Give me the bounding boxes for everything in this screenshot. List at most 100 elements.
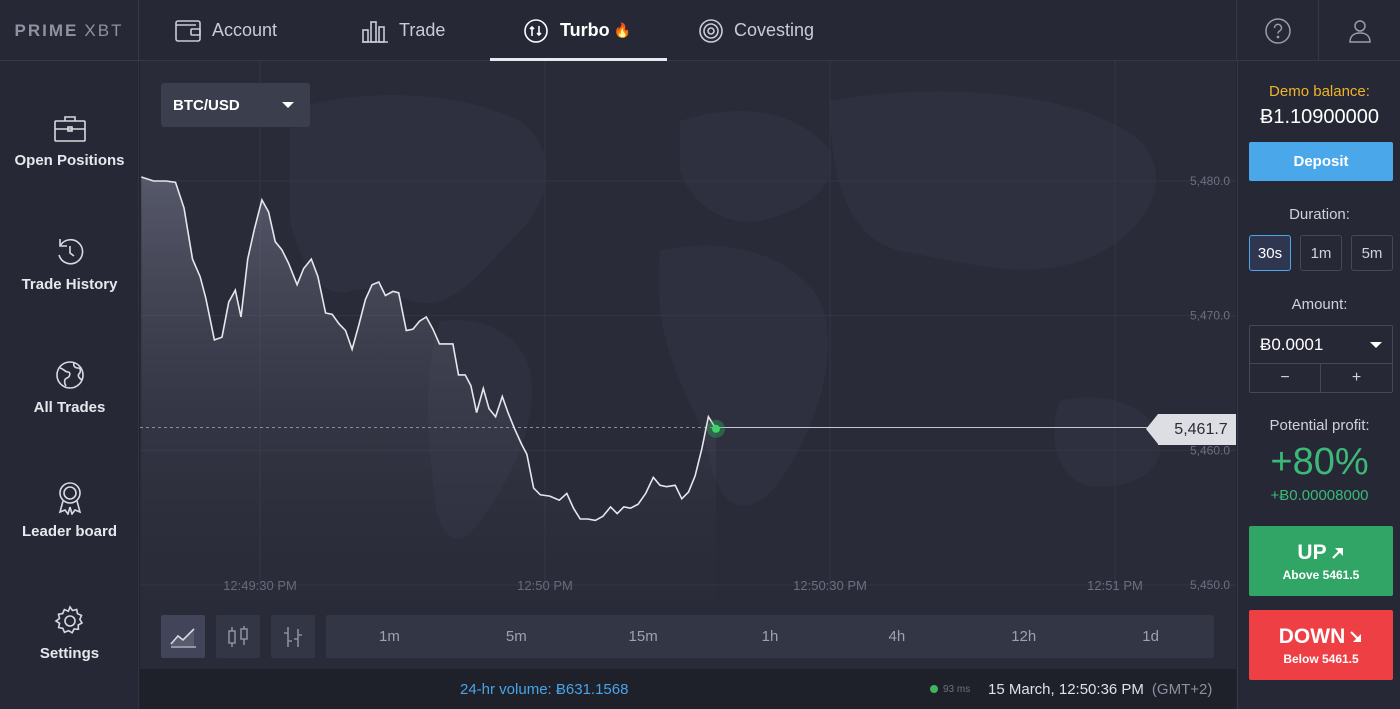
history-icon: [57, 238, 83, 264]
profile-button[interactable]: [1318, 0, 1400, 61]
logo[interactable]: PRIME XBT: [0, 0, 139, 61]
y-tick-label: 5,470.0: [1190, 309, 1230, 323]
sidebar-item-open-positions[interactable]: Open Positions: [0, 86, 139, 196]
timeframe-1h[interactable]: 1h: [761, 628, 779, 645]
status-bar: 24-hr volume: Ƀ631.1568 93 ms 15 March, …: [140, 669, 1236, 709]
sidebar-item-settings[interactable]: Settings: [0, 578, 139, 688]
demo-balance-value: Ƀ1.10900000: [1259, 106, 1379, 128]
arrow-down-right-icon: [1350, 630, 1362, 642]
amount-control: Ƀ0.0001 − +: [1249, 325, 1393, 393]
award-icon: [58, 481, 81, 515]
timezone-label: (GMT+2): [1151, 680, 1213, 698]
briefcase-icon: [53, 115, 86, 142]
tab-trade-label: Trade: [399, 20, 446, 40]
world-map-background: [290, 91, 1161, 539]
ohlc-bar-icon: [284, 626, 302, 647]
globe-icon: [55, 360, 84, 389]
covesting-icon: [699, 18, 723, 43]
amount-select[interactable]: Ƀ0.0001: [1250, 326, 1392, 364]
potential-profit-percent: +80%: [1270, 441, 1369, 483]
sidebar: Open Positions Trade History All Trades …: [0, 61, 139, 709]
sidebar-item-leader-board[interactable]: Leader board: [0, 455, 139, 565]
datetime-label: 15 March, 12:50:36 PM: [988, 680, 1144, 698]
turbo-icon: [524, 18, 548, 43]
up-button[interactable]: UP Above 5461.5: [1249, 526, 1393, 596]
potential-profit-value: +Ƀ0.00008000: [1270, 487, 1369, 504]
chevron-down-icon: [1370, 342, 1382, 348]
chart-type-candle-button[interactable]: [216, 615, 260, 658]
bar-chart-icon: [362, 20, 388, 43]
logo-prime: PRIME: [14, 20, 79, 40]
demo-balance-label: Demo balance:: [1269, 83, 1370, 100]
trade-panel: Demo balance: Ƀ1.10900000 Deposit Durati…: [1237, 61, 1400, 709]
deposit-button[interactable]: Deposit: [1249, 142, 1393, 181]
amount-decrease-button[interactable]: −: [1250, 364, 1321, 392]
y-tick-label: 5,450.0: [1190, 578, 1230, 592]
down-button[interactable]: DOWN Below 5461.5: [1249, 610, 1393, 680]
timeframe-1d[interactable]: 1d: [1142, 628, 1159, 645]
duration-5m-button[interactable]: 5m: [1351, 235, 1393, 271]
timeframe-15m[interactable]: 15m: [628, 628, 658, 645]
fire-icon: 🔥: [613, 22, 632, 38]
timeframe-1m[interactable]: 1m: [379, 628, 400, 645]
chart-type-ohlc-button[interactable]: [271, 615, 315, 658]
duration-30s-button[interactable]: 30s: [1249, 235, 1291, 271]
y-tick-label: 5,460.0: [1190, 443, 1230, 457]
x-tick-label: 12:50:30 PM: [793, 578, 867, 593]
down-threshold: Below 5461.5: [1283, 651, 1359, 666]
connection-status: 93 ms: [930, 669, 970, 709]
volume-label: 24-hr volume: Ƀ631.1568: [460, 680, 629, 698]
wallet-icon: [175, 19, 201, 42]
amount-increase-button[interactable]: +: [1351, 369, 1362, 386]
y-tick-label: 5,480.0: [1190, 174, 1230, 188]
amount-value: Ƀ0.0001: [1260, 334, 1324, 354]
status-dot-icon: [930, 685, 938, 693]
timeframe-4h[interactable]: 4h: [888, 628, 906, 645]
price-chart[interactable]: 5,480.05,470.05,460.05,450.0 12:49:30 PM…: [140, 61, 1236, 615]
timeframe-bar: 1m 5m 15m 1h 4h 12h 1d: [326, 615, 1214, 658]
duration-1m-button[interactable]: 1m: [1300, 235, 1342, 271]
y-axis: 5,480.0 5,470.0 5,460.0 5,450.0: [1190, 174, 1230, 592]
tab-turbo[interactable]: Turbo 🔥: [522, 0, 631, 61]
pair-selector[interactable]: BTC/USD: [161, 83, 310, 127]
logo-xbt: XBT: [84, 20, 124, 40]
top-nav: PRIME XBT Account Trade Turbo 🔥 Covestin…: [0, 0, 1400, 61]
tab-covesting[interactable]: Covesting: [698, 0, 814, 61]
sidebar-item-all-trades[interactable]: All Trades: [0, 332, 139, 442]
sidebar-label-all-trades: All Trades: [33, 398, 106, 416]
tab-trade[interactable]: Trade: [361, 0, 445, 61]
user-icon: [1348, 19, 1371, 43]
up-threshold: Above 5461.5: [1282, 567, 1360, 582]
chart-type-line-button[interactable]: [161, 615, 205, 658]
current-price-tag: 5,461.7: [1146, 414, 1236, 445]
arrow-up-right-icon: [1331, 547, 1343, 559]
help-icon: [1264, 17, 1291, 44]
tab-account[interactable]: Account: [174, 0, 277, 61]
pair-label: BTC/USD: [173, 96, 240, 114]
up-label: UP: [1297, 540, 1327, 564]
chart-area[interactable]: 5,480.05,470.05,460.05,450.0 12:49:30 PM…: [140, 61, 1236, 669]
sidebar-label-settings: Settings: [39, 644, 100, 662]
line-chart-icon: [170, 627, 196, 647]
current-point: [712, 424, 720, 433]
duration-label: Duration:: [1289, 206, 1350, 223]
tab-turbo-label: Turbo: [560, 20, 610, 40]
price-line: [141, 176, 717, 522]
potential-profit-label: Potential profit:: [1269, 417, 1370, 434]
price-area-fill: [141, 177, 717, 615]
tab-account-label: Account: [212, 20, 278, 40]
active-tab-indicator: [490, 58, 667, 61]
candlestick-icon: [228, 625, 248, 647]
sidebar-label-trade-history: Trade History: [21, 275, 118, 293]
timeframe-5m[interactable]: 5m: [505, 628, 527, 645]
help-button[interactable]: [1236, 0, 1318, 61]
timeframe-12h[interactable]: 12h: [1011, 628, 1037, 645]
down-label: DOWN: [1278, 624, 1346, 648]
ping-label: 93 ms: [943, 683, 971, 695]
gear-icon: [54, 604, 83, 634]
server-time: 15 March, 12:50:36 PM (GMT+2): [988, 669, 1212, 709]
sidebar-label-leader-board: Leader board: [21, 522, 118, 540]
sidebar-label-open-positions: Open Positions: [14, 151, 125, 169]
x-tick-label: 12:51 PM: [1087, 578, 1143, 593]
sidebar-item-trade-history[interactable]: Trade History: [0, 209, 139, 319]
